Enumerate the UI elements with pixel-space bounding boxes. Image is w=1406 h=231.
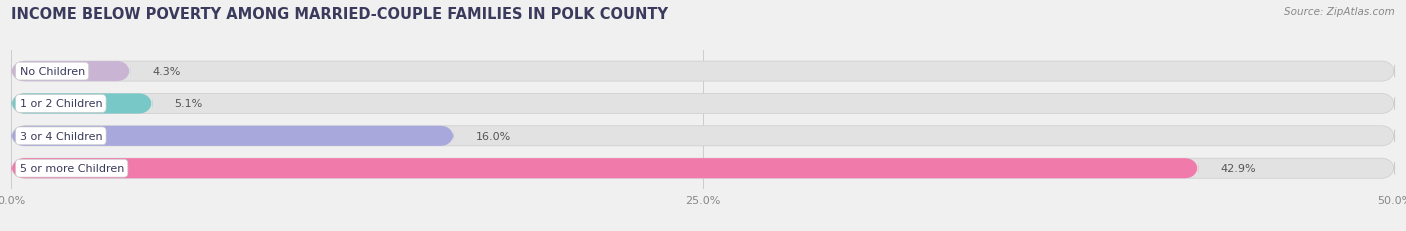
Text: 4.3%: 4.3% [152, 67, 181, 77]
FancyBboxPatch shape [11, 62, 131, 82]
Text: 42.9%: 42.9% [1220, 164, 1256, 173]
Text: Source: ZipAtlas.com: Source: ZipAtlas.com [1284, 7, 1395, 17]
FancyBboxPatch shape [11, 94, 1395, 114]
Text: 5.1%: 5.1% [174, 99, 202, 109]
Text: 16.0%: 16.0% [477, 131, 512, 141]
FancyBboxPatch shape [11, 62, 1395, 82]
FancyBboxPatch shape [11, 158, 1395, 179]
FancyBboxPatch shape [11, 126, 454, 146]
Text: 1 or 2 Children: 1 or 2 Children [20, 99, 103, 109]
Text: INCOME BELOW POVERTY AMONG MARRIED-COUPLE FAMILIES IN POLK COUNTY: INCOME BELOW POVERTY AMONG MARRIED-COUPL… [11, 7, 668, 22]
FancyBboxPatch shape [11, 158, 1198, 179]
Text: 5 or more Children: 5 or more Children [20, 164, 124, 173]
Text: No Children: No Children [20, 67, 84, 77]
FancyBboxPatch shape [11, 94, 152, 114]
FancyBboxPatch shape [11, 126, 1395, 146]
Text: 3 or 4 Children: 3 or 4 Children [20, 131, 103, 141]
